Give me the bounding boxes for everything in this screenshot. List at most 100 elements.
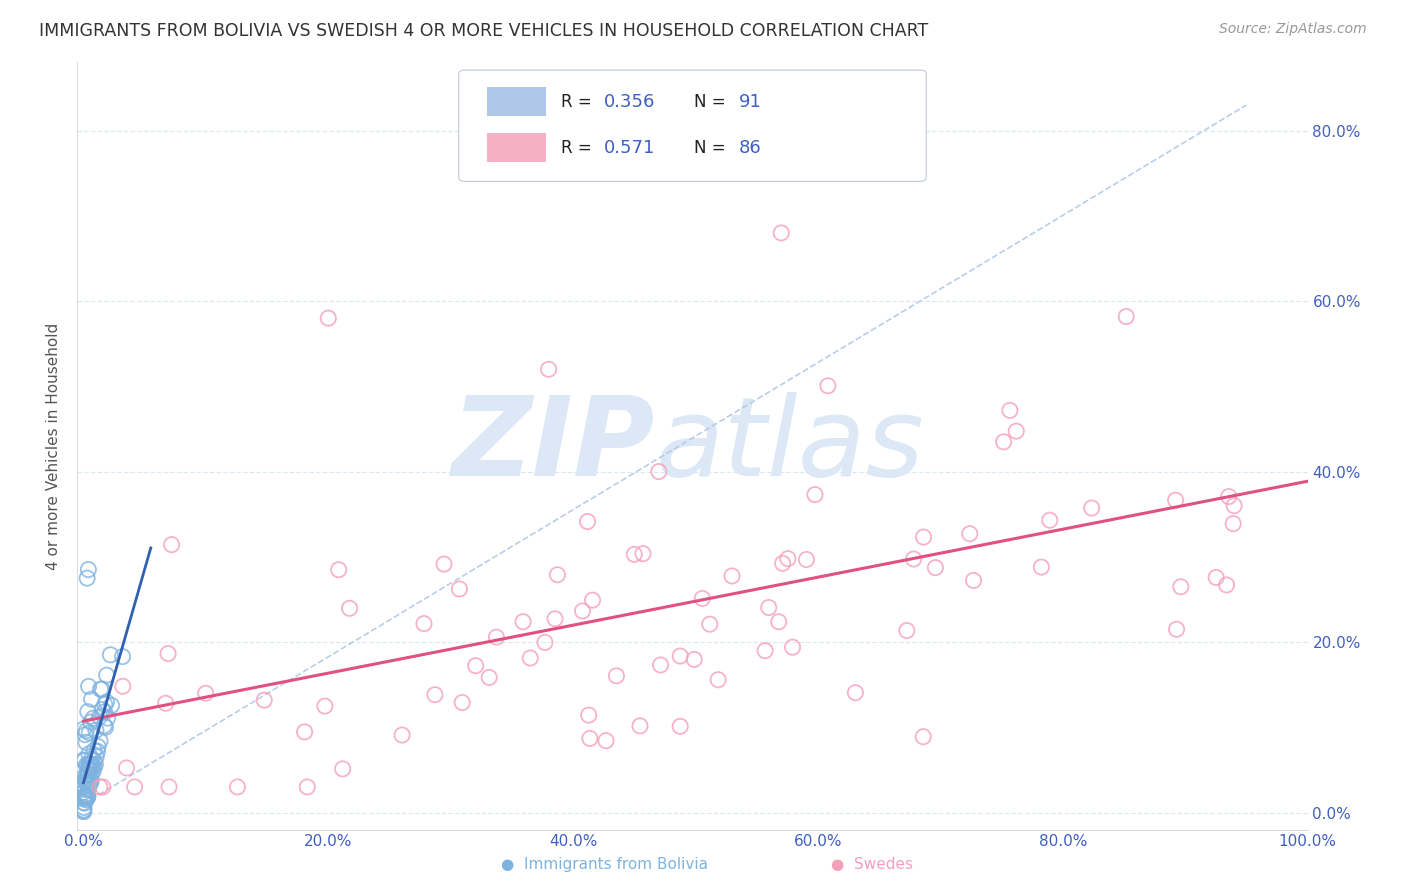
- Point: [115, 761, 138, 775]
- Point: [89, 734, 111, 748]
- Text: N =: N =: [693, 93, 731, 111]
- Point: [1080, 501, 1102, 516]
- Point: [93, 705, 115, 719]
- Point: [669, 719, 692, 733]
- Point: [73, 753, 96, 767]
- Point: [75, 757, 97, 772]
- Point: [595, 733, 617, 747]
- Point: [578, 708, 600, 723]
- Point: [796, 552, 818, 566]
- Point: [1170, 580, 1192, 594]
- Text: ●  Immigrants from Bolivia: ● Immigrants from Bolivia: [501, 857, 709, 872]
- Point: [83, 754, 105, 768]
- Point: [77, 747, 100, 761]
- Point: [464, 658, 486, 673]
- Point: [478, 670, 501, 684]
- Point: [73, 800, 96, 814]
- Point: [82, 764, 104, 779]
- Point: [93, 698, 115, 712]
- Point: [83, 743, 105, 757]
- Point: [1166, 622, 1188, 636]
- Point: [912, 730, 935, 744]
- Point: [73, 722, 96, 736]
- Point: [96, 668, 118, 682]
- Point: [73, 789, 96, 804]
- Point: [160, 538, 183, 552]
- Point: [96, 695, 118, 709]
- Point: [314, 699, 336, 714]
- Point: [90, 681, 112, 696]
- Point: [73, 796, 96, 810]
- Point: [76, 790, 98, 805]
- Text: R =: R =: [561, 138, 596, 157]
- Text: Source: ZipAtlas.com: Source: ZipAtlas.com: [1219, 22, 1367, 37]
- Point: [77, 563, 100, 577]
- Point: [1222, 516, 1244, 531]
- Point: [332, 762, 354, 776]
- Point: [253, 693, 276, 707]
- Point: [896, 624, 918, 638]
- Point: [80, 775, 103, 789]
- Point: [339, 601, 361, 615]
- Point: [576, 515, 599, 529]
- Point: [124, 780, 146, 794]
- Point: [650, 657, 672, 672]
- Point: [993, 434, 1015, 449]
- Text: IMMIGRANTS FROM BOLIVIA VS SWEDISH 4 OR MORE VEHICLES IN HOUSEHOLD CORRELATION C: IMMIGRANTS FROM BOLIVIA VS SWEDISH 4 OR …: [39, 22, 928, 40]
- Point: [73, 769, 96, 783]
- Text: N =: N =: [693, 138, 731, 157]
- Point: [100, 648, 122, 662]
- Point: [83, 760, 105, 774]
- Point: [754, 643, 776, 657]
- Point: [294, 725, 316, 739]
- Point: [1164, 493, 1187, 508]
- Point: [77, 779, 100, 793]
- Point: [692, 591, 714, 606]
- Point: [93, 719, 115, 733]
- Point: [962, 574, 984, 588]
- Point: [73, 789, 96, 804]
- Point: [297, 780, 319, 794]
- Point: [581, 593, 603, 607]
- Point: [579, 731, 602, 746]
- Point: [75, 774, 97, 789]
- Point: [758, 600, 780, 615]
- Point: [73, 789, 96, 804]
- Point: [449, 582, 471, 596]
- Point: [75, 788, 97, 802]
- Point: [75, 790, 97, 805]
- Point: [623, 547, 645, 561]
- Point: [546, 567, 568, 582]
- Point: [77, 782, 100, 797]
- Point: [391, 728, 413, 742]
- Point: [100, 698, 122, 713]
- Point: [768, 615, 790, 629]
- Point: [80, 752, 103, 766]
- Point: [903, 552, 925, 566]
- Point: [75, 771, 97, 785]
- Point: [1039, 513, 1062, 527]
- Point: [157, 647, 180, 661]
- Point: [699, 617, 721, 632]
- Point: [1215, 578, 1237, 592]
- Point: [79, 725, 101, 739]
- Point: [77, 756, 100, 771]
- Point: [226, 780, 249, 794]
- Point: [73, 785, 96, 799]
- Point: [73, 796, 96, 810]
- Point: [73, 791, 96, 805]
- Point: [75, 723, 97, 738]
- Point: [1005, 424, 1028, 438]
- Point: [91, 780, 114, 794]
- Point: [328, 563, 350, 577]
- Point: [998, 403, 1021, 417]
- Point: [1115, 310, 1137, 324]
- Text: 91: 91: [740, 93, 762, 111]
- Point: [1205, 570, 1227, 584]
- Text: ●  Swedes: ● Swedes: [831, 857, 912, 872]
- Point: [73, 790, 96, 805]
- Point: [1031, 560, 1053, 574]
- Point: [316, 311, 339, 326]
- Bar: [486, 133, 546, 162]
- Point: [76, 790, 98, 805]
